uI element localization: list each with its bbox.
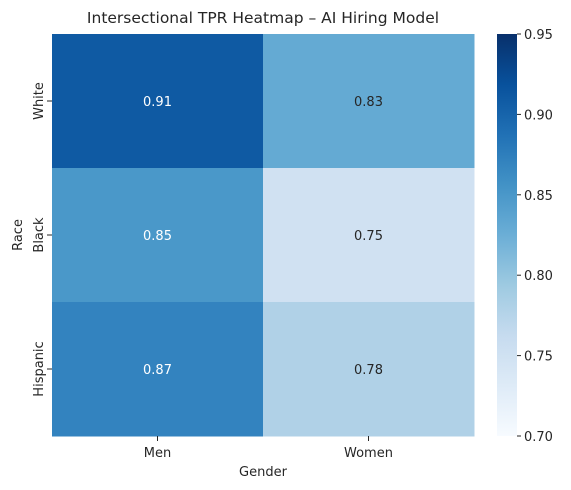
cell-annotation: 0.91 <box>143 95 172 110</box>
heatmap-cells <box>52 34 475 437</box>
y-axis-label: Race <box>11 219 26 251</box>
x-axis-label: Gender <box>239 465 288 480</box>
y-tick-label: Hispanic <box>32 341 47 396</box>
cell-annotation: 0.87 <box>143 363 172 378</box>
y-axis-ticks: White Black Hispanic <box>32 82 52 397</box>
cell-annotation: 0.83 <box>354 95 383 110</box>
colorbar-tick-label: 0.85 <box>524 189 553 204</box>
cell-annotation: 0.78 <box>354 363 383 378</box>
chart-title: Intersectional TPR Heatmap – AI Hiring M… <box>87 9 439 27</box>
colorbar-tick-label: 0.70 <box>524 430 553 445</box>
x-axis-ticks: Men Women <box>144 436 393 461</box>
y-tick-label: White <box>32 82 47 120</box>
colorbar-gradient <box>497 34 517 436</box>
cell-annotation: 0.85 <box>143 229 172 244</box>
y-tick-label: Black <box>32 217 47 253</box>
colorbar-tick-label: 0.95 <box>524 28 553 43</box>
colorbar: 0.70 0.75 0.80 0.85 0.90 0.95 <box>497 28 553 445</box>
x-tick-label: Men <box>144 446 171 461</box>
colorbar-tick-label: 0.75 <box>524 350 553 365</box>
x-tick-label: Women <box>344 446 393 461</box>
colorbar-tick-label: 0.80 <box>524 269 553 284</box>
cell-annotation: 0.75 <box>354 229 383 244</box>
colorbar-tick-label: 0.90 <box>524 108 553 123</box>
